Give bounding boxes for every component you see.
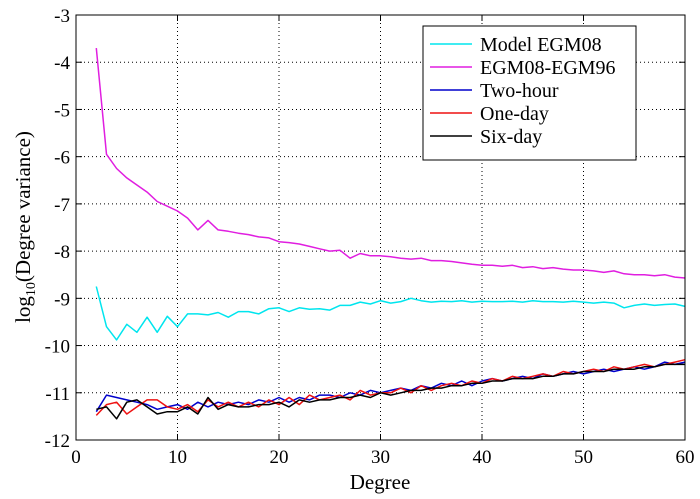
- series-line-model-egm08: [95, 286, 686, 341]
- x-tick-label: 0: [71, 447, 81, 468]
- y-tick-label: -10: [45, 337, 70, 358]
- y-axis-title: log10(Degree variance): [11, 131, 39, 323]
- y-axis-title-rest: (Degree variance): [11, 131, 35, 282]
- legend-label: Six-day: [480, 126, 542, 148]
- legend: Model EGM08EGM08-EGM96Two-hourOne-daySix…: [422, 25, 637, 161]
- y-axis-title-log: log: [11, 296, 35, 323]
- grid: [76, 15, 685, 440]
- y-tick-label: -6: [54, 148, 70, 169]
- y-tick-label: -5: [54, 100, 70, 121]
- legend-label: Two-hour: [480, 80, 559, 102]
- y-tick-label: -3: [54, 6, 70, 27]
- series-line-two-hour: [95, 361, 686, 413]
- legend-label: EGM08-EGM96: [480, 57, 616, 79]
- y-tick-label: -9: [54, 289, 70, 310]
- y-tick-label: -8: [54, 242, 70, 263]
- x-tick-label: 20: [270, 447, 289, 468]
- x-tick-label: 60: [676, 447, 695, 468]
- y-tick-label: -11: [45, 384, 70, 405]
- x-tick-label: 50: [574, 447, 593, 468]
- y-axis-title-subscript: 10: [24, 282, 39, 296]
- x-tick-label: 10: [168, 447, 187, 468]
- legend-label: One-day: [480, 103, 549, 125]
- series-lines: [95, 48, 686, 420]
- y-tick-label: -4: [54, 53, 70, 74]
- x-tick-label: 30: [371, 447, 390, 468]
- y-tick-label: -7: [54, 195, 70, 216]
- axis-ticks: 0 10 20 30 40 50 60 -3 -4 -5 -6 -7 -8 -9 -10 -11 -12: [45, 6, 695, 468]
- series-line-six-day: [96, 363, 685, 420]
- y-tick-label: -12: [45, 431, 70, 452]
- legend-label: Model EGM08: [480, 34, 602, 56]
- legend-box: [422, 25, 637, 161]
- x-axis-title: Degree: [350, 470, 411, 494]
- series-line-egm08-egm96: [95, 48, 686, 279]
- series-line-one-day: [95, 358, 686, 416]
- x-tick-label: 40: [473, 447, 492, 468]
